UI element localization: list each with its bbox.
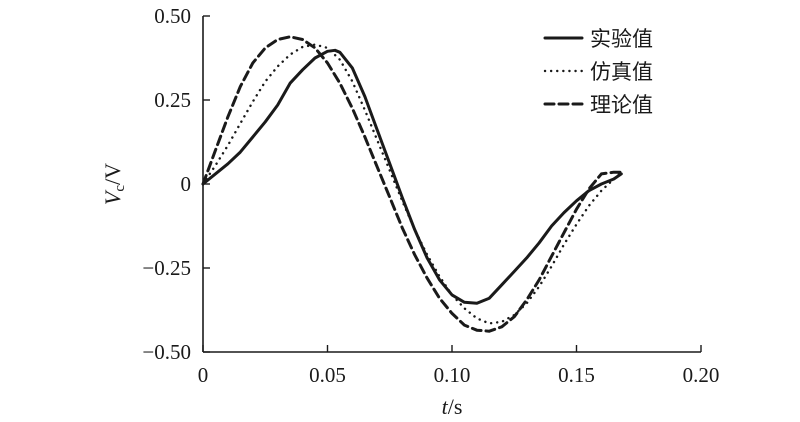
x-tick-label: 0.20 xyxy=(683,363,720,387)
x-tick-label: 0.05 xyxy=(309,363,346,387)
legend-label: 仿真值 xyxy=(590,60,653,84)
y-tick-label: −0.50 xyxy=(142,340,191,364)
y-tick-label: 0 xyxy=(181,172,192,196)
x-tick-label: 0.10 xyxy=(434,363,471,387)
y-tick-label: −0.25 xyxy=(142,256,191,280)
series-line-dotted xyxy=(201,43,623,325)
legend-label: 实验值 xyxy=(590,27,653,51)
y-axis-label: Vc/V xyxy=(100,163,128,205)
series-line-solid xyxy=(201,48,623,305)
series-group xyxy=(201,35,623,333)
legend-label: 理论值 xyxy=(590,93,653,117)
x-ticks: 0 0.05 0.10 0.15 0.20 xyxy=(198,345,720,387)
y-ticks: −0.50 −0.25 0 0.25 0.50 xyxy=(142,4,210,364)
x-axis-label: t/s xyxy=(442,394,463,419)
x-tick-label: 0 xyxy=(198,363,209,387)
x-tick-label: 0.15 xyxy=(558,363,595,387)
series-line-dashed xyxy=(201,35,623,333)
y-tick-label: 0.50 xyxy=(154,4,191,28)
y-tick-label: 0.25 xyxy=(154,88,191,112)
